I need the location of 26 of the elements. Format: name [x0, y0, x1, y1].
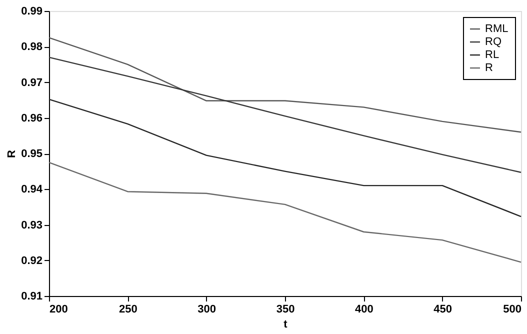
- y-tick-label: 0.93: [21, 219, 42, 232]
- x-tick-label: 500: [503, 304, 522, 316]
- y-tick-label: 0.98: [21, 41, 42, 54]
- y-tick-label: 0.95: [21, 148, 42, 160]
- legend-label: RML: [485, 23, 508, 35]
- y-tick-label: 0.96: [21, 112, 42, 124]
- legend-label: R: [485, 62, 493, 74]
- y-tick-label: 0.99: [21, 6, 42, 18]
- y-tick-label: 0.97: [21, 76, 42, 89]
- line-series: [48, 56, 522, 173]
- y-tick-label: 0.94: [21, 184, 44, 196]
- line-series: [48, 98, 522, 218]
- x-axis-title: t: [284, 318, 288, 330]
- line-series: [48, 162, 522, 263]
- y-tick-label: 0.91: [21, 290, 42, 302]
- x-tick-label: 200: [50, 304, 68, 316]
- legend-label: RL: [485, 49, 500, 61]
- y-axis-title: R: [6, 150, 18, 158]
- legend-label: RQ: [485, 36, 502, 48]
- y-tick-label: 0.92: [21, 254, 42, 267]
- x-tick-label: 250: [118, 304, 138, 316]
- x-tick-label: 400: [354, 304, 374, 316]
- x-tick-label: 450: [434, 304, 452, 316]
- x-tick-label: 350: [276, 304, 295, 316]
- x-tick-label: 300: [198, 304, 216, 316]
- line-series: [48, 37, 522, 133]
